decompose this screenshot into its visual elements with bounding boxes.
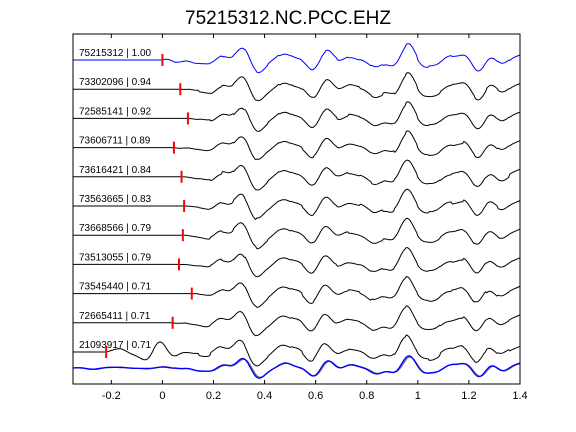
- stack-mean-trace: [73, 355, 521, 379]
- trace-line: [73, 159, 521, 191]
- trace-label: 73545440 | 0.71: [79, 282, 152, 293]
- trace-line: [73, 188, 521, 221]
- chart-title: 75215312.NC.PCC.EHZ: [185, 8, 391, 29]
- x-tick-label: 0.6: [308, 390, 323, 402]
- x-tick-label: 0.4: [257, 390, 272, 402]
- trace-label: 72585141 | 0.92: [79, 106, 152, 117]
- trace-line: [73, 130, 521, 161]
- trace-label: 21093917 | 0.71: [79, 340, 152, 351]
- x-tick-label: 0.2: [206, 390, 221, 402]
- x-tick-label: 0: [159, 390, 165, 402]
- trace-label: 72665411 | 0.71: [79, 311, 151, 322]
- trace-label: 73302096 | 0.94: [79, 77, 152, 88]
- trace-label: 73563665 | 0.83: [79, 194, 152, 205]
- x-axis: -0.2 0 0.2 0.4 0.6 0.8 1 1.2 1.4: [102, 34, 528, 402]
- trace-line: [73, 334, 521, 367]
- trace-line: [73, 217, 521, 250]
- trace-label: 73616421 | 0.84: [79, 165, 152, 176]
- x-tick-label: 1.2: [461, 390, 476, 402]
- stack-layer: [73, 355, 521, 379]
- trace-line: [73, 101, 521, 132]
- trace-label: 73606711 | 0.89: [79, 136, 151, 147]
- plot-frame: [72, 33, 521, 385]
- trace-line: [73, 246, 521, 278]
- trace-line: [73, 276, 521, 308]
- trace-label: 73668566 | 0.79: [79, 223, 152, 234]
- trace-line: [73, 305, 521, 337]
- x-tick-label: 0.8: [359, 390, 374, 402]
- trace-label: 75215312 | 1.00: [79, 48, 152, 59]
- trace-line: [73, 43, 521, 74]
- x-tick-label: -0.2: [102, 390, 121, 402]
- trace-label: 73513055 | 0.79: [79, 252, 152, 263]
- trace-layer: 75215312 | 1.00 73302096 | 0.94 72585141 |…: [73, 43, 521, 367]
- trace-line: [73, 72, 521, 102]
- x-tick-label: 1.4: [512, 390, 527, 402]
- x-tick-label: 1: [415, 390, 421, 402]
